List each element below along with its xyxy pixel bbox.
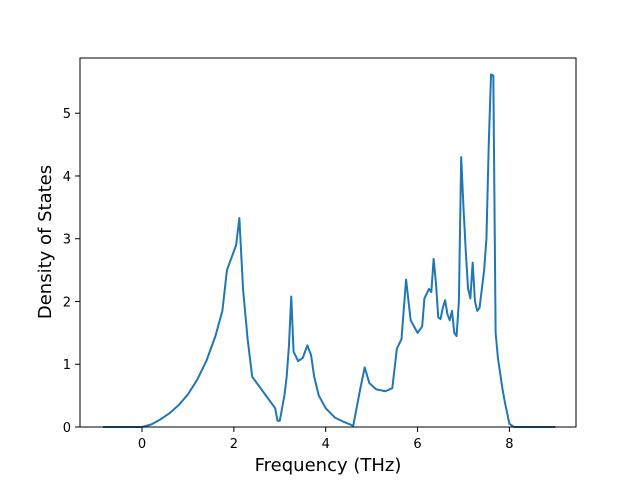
y-tick-label: 4 [63,170,71,185]
y-tick-label: 2 [63,295,71,310]
y-tick-label: 3 [63,233,71,248]
x-axis-label: Frequency (THz) [255,455,402,476]
x-tick-label: 6 [413,437,421,452]
axis-ticks: 0 2 4 6 8 0 1 2 3 4 5 [63,107,514,452]
dos-series-line [102,73,556,428]
y-tick-label: 5 [63,107,71,122]
plot-frame [79,57,577,428]
plot-area [102,73,556,428]
y-tick-label: 0 [63,421,71,436]
x-tick-label: 8 [505,437,513,452]
y-tick-label: 1 [63,358,71,373]
x-tick-label: 2 [230,437,238,452]
y-axis-label: Density of States [35,165,56,319]
x-tick-label: 0 [138,437,146,452]
x-tick-label: 4 [322,437,330,452]
